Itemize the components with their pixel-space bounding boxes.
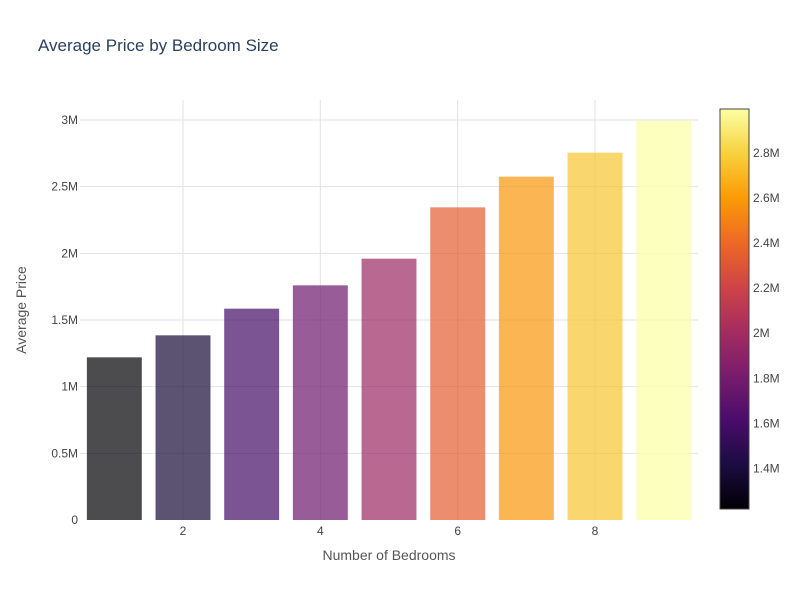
bar-7-bedrooms [498,176,554,520]
colorbar-tick-label: 2.6M [753,191,780,205]
bar-3-bedrooms [224,308,280,520]
x-tick-label: 6 [454,524,461,538]
y-tick-labels: 0 0.5M 1M 1.5M 2M 2.5M 3M [51,113,78,527]
bar-4-bedrooms [292,285,348,520]
bar-9-bedrooms [636,120,692,521]
chart-title: Average Price by Bedroom Size [38,36,279,55]
y-tick-label: 0.5M [51,446,78,460]
bar-2-bedrooms [155,335,211,520]
y-tick-label: 3M [61,113,78,127]
y-tick-label: 1.5M [51,313,78,327]
bar-6-bedrooms [430,207,486,521]
x-axis-title: Number of Bedrooms [322,547,455,563]
colorbar-tick-label: 2.4M [753,236,780,250]
colorbar-tick-label: 2.2M [753,281,780,295]
colorbar-tick-label: 2M [753,326,770,340]
x-tick-label: 4 [317,524,324,538]
bar-8-bedrooms [567,152,623,520]
bar-5-bedrooms [361,258,417,520]
x-tick-labels: 2 4 6 8 [180,524,599,538]
colorbar-gradient [719,108,750,510]
y-tick-label: 2.5M [51,180,78,194]
colorbar: 1.4M 1.6M 1.8M 2M 2.2M 2.4M 2.6M 2.8M [719,108,780,510]
bar-1-bedrooms [86,357,142,520]
x-tick-label: 2 [180,524,187,538]
colorbar-tick-label: 1.8M [753,371,780,385]
x-tick-label: 8 [592,524,599,538]
bars [86,120,692,521]
y-tick-label: 0 [71,513,78,527]
colorbar-tick-label: 1.4M [753,461,780,475]
y-axis-title: Average Price [13,266,29,354]
y-tick-label: 1M [61,380,78,394]
colorbar-tick-labels: 1.4M 1.6M 1.8M 2M 2.2M 2.4M 2.6M 2.8M [753,146,780,475]
colorbar-tick-label: 2.8M [753,146,780,160]
colorbar-tick-label: 1.6M [753,416,780,430]
y-tick-label: 2M [61,246,78,260]
